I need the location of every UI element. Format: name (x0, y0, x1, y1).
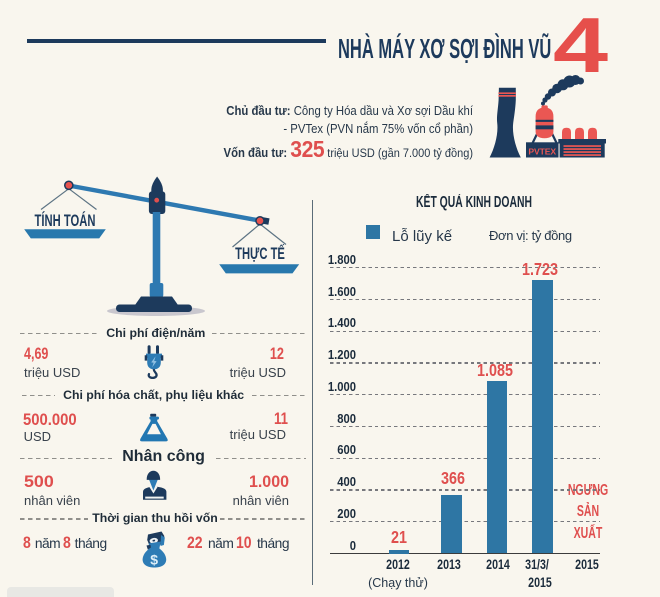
svg-text:$: $ (150, 552, 158, 568)
svg-text:PVTEX: PVTEX (528, 147, 556, 157)
